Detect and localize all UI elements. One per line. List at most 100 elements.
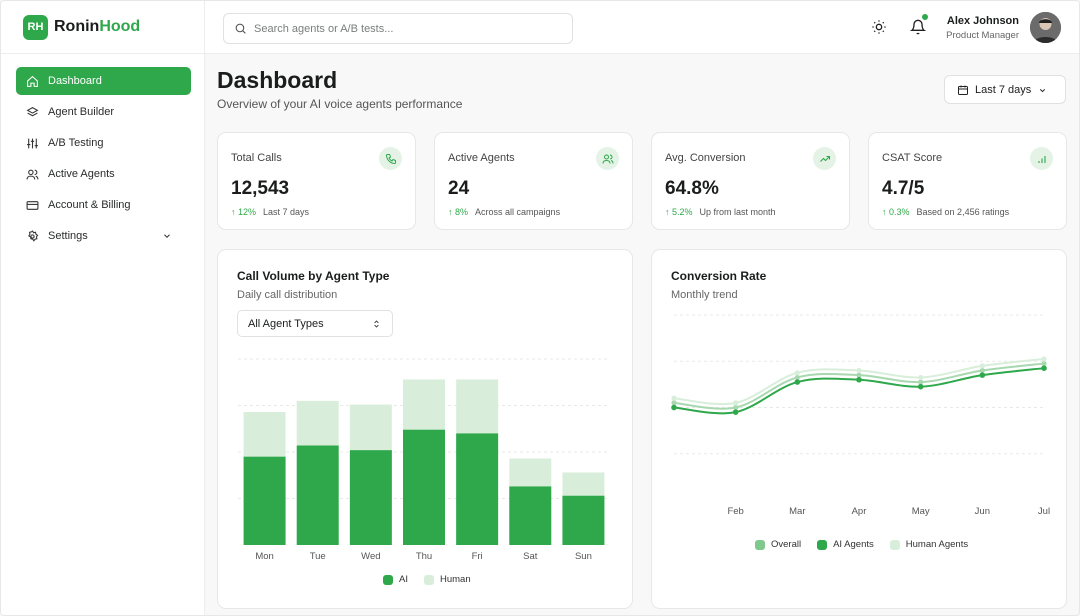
x-tick-label: May bbox=[912, 506, 930, 517]
users-icon bbox=[596, 147, 619, 170]
brand-name: RoninHood bbox=[54, 18, 140, 36]
delta-value: 5.2% bbox=[672, 207, 693, 217]
sidebar-item-active-agents[interactable]: Active Agents bbox=[16, 160, 191, 188]
call-volume-chart: Mon Tue Wed Thu Fri Sat Sun bbox=[238, 358, 610, 562]
sidebar-item-settings[interactable]: Settings bbox=[16, 222, 191, 250]
legend-item-ai-agents: AI Agents bbox=[817, 539, 874, 550]
bar-human bbox=[403, 379, 445, 430]
data-point bbox=[1041, 356, 1047, 362]
search-input[interactable] bbox=[254, 22, 554, 35]
stat-value: 4.7/5 bbox=[882, 178, 925, 199]
user-menu[interactable]: Alex Johnson Product Manager bbox=[946, 15, 1019, 41]
bar-human bbox=[349, 404, 392, 451]
notifications-button[interactable] bbox=[908, 14, 928, 37]
bar-ai bbox=[403, 429, 445, 545]
data-point bbox=[979, 363, 985, 369]
bar-ai bbox=[456, 433, 499, 545]
bar-chart-icon bbox=[1030, 147, 1053, 170]
search-box[interactable] bbox=[223, 13, 573, 44]
chevron-down-icon bbox=[1039, 89, 1046, 93]
delta-up: ↑ 0.3% bbox=[882, 207, 910, 217]
sidebar-item-label: Settings bbox=[48, 230, 88, 242]
sidebar-item-dashboard[interactable]: Dashboard bbox=[16, 67, 191, 95]
sidebar-item-label: Active Agents bbox=[48, 168, 115, 180]
data-point bbox=[918, 374, 924, 381]
data-point bbox=[979, 367, 985, 374]
legend-swatch bbox=[889, 539, 900, 550]
data-point bbox=[918, 379, 924, 385]
x-tick-label: Jul bbox=[1038, 506, 1050, 517]
stat-value: 24 bbox=[448, 178, 470, 199]
panel-title: Call Volume by Agent Type bbox=[237, 269, 390, 283]
legend-item-human: Human bbox=[423, 574, 471, 585]
legend-item-human-agents: Human Agents bbox=[889, 539, 968, 550]
legend-swatch bbox=[383, 574, 393, 585]
gear-icon bbox=[28, 229, 39, 242]
brand[interactable]: RH RoninHood bbox=[1, 1, 205, 54]
data-point bbox=[1041, 365, 1047, 371]
avatar[interactable] bbox=[1030, 12, 1061, 43]
notification-dot bbox=[922, 14, 928, 20]
stat-card-avg-conversion: Avg. Conversion 64.8% ↑ 5.2% Up from last… bbox=[651, 132, 850, 230]
stat-delta: ↑ 8% Across all campaigns bbox=[448, 207, 560, 217]
sidebar-item-account-billing[interactable]: Account & Billing bbox=[16, 191, 191, 219]
user-name: Alex Johnson bbox=[946, 15, 1019, 27]
up-down-icon bbox=[374, 320, 379, 328]
phone-icon bbox=[379, 147, 402, 170]
delta-up: ↑ 8% bbox=[448, 207, 469, 217]
credit-card-icon bbox=[26, 200, 39, 210]
legend-item-ai: AI bbox=[383, 574, 408, 585]
stat-delta: ↑ 12% Last 7 days bbox=[231, 207, 309, 217]
theme-toggle-button[interactable] bbox=[869, 17, 889, 37]
call-volume-panel: Call Volume by Agent Type Daily call dis… bbox=[217, 249, 633, 609]
data-point bbox=[794, 379, 801, 385]
legend-label: AI Agents bbox=[833, 539, 874, 550]
data-point bbox=[671, 400, 677, 406]
legend-label: AI bbox=[399, 574, 408, 585]
x-tick-label: Thu bbox=[416, 551, 432, 562]
bar-human bbox=[456, 379, 499, 434]
date-range-button[interactable]: Last 7 days bbox=[944, 75, 1066, 104]
stat-card-total-calls: Total Calls 12,543 ↑ 12% Last 7 days bbox=[217, 132, 416, 230]
legend-swatch bbox=[755, 539, 765, 550]
legend-swatch bbox=[817, 539, 828, 550]
stat-label: Avg. Conversion bbox=[665, 152, 746, 164]
logo-badge: RH bbox=[23, 14, 48, 40]
stat-delta: ↑ 5.2% Up from last month bbox=[665, 207, 776, 217]
sidebar-item-label: Dashboard bbox=[48, 75, 102, 87]
data-point bbox=[856, 376, 862, 383]
main-content: Dashboard Overview of your AI voice agen… bbox=[205, 54, 1079, 615]
sidebar-item-label: A/B Testing bbox=[48, 137, 104, 149]
sidebar-item-ab-testing[interactable]: A/B Testing bbox=[16, 129, 191, 157]
data-point bbox=[856, 367, 862, 374]
trend-up-icon bbox=[813, 147, 836, 170]
x-tick-label: Jun bbox=[975, 506, 990, 517]
brand-name-part1: Ronin bbox=[54, 18, 100, 35]
data-point bbox=[917, 383, 924, 390]
data-point bbox=[671, 404, 677, 411]
brand-name-part2: Hood bbox=[99, 18, 141, 35]
x-tick-label: Tue bbox=[310, 551, 326, 562]
delta-note: Up from last month bbox=[699, 207, 776, 217]
users-icon bbox=[26, 169, 39, 179]
data-point bbox=[732, 409, 739, 415]
home-icon bbox=[27, 75, 38, 87]
data-point bbox=[733, 400, 739, 406]
conversion-chart: Feb Mar Apr May Jun Jul bbox=[671, 314, 1050, 517]
bar-human bbox=[296, 400, 339, 446]
bar-human bbox=[243, 412, 286, 457]
data-point bbox=[979, 372, 986, 378]
sidebar-item-agent-builder[interactable]: Agent Builder bbox=[16, 98, 191, 126]
data-point bbox=[794, 370, 800, 376]
data-point bbox=[794, 374, 800, 381]
data-point bbox=[1041, 360, 1047, 367]
calendar-icon bbox=[958, 85, 968, 95]
agent-type-select[interactable]: All Agent Types bbox=[237, 310, 393, 337]
bell-icon bbox=[910, 19, 926, 35]
x-tick-label: Sun bbox=[575, 551, 592, 562]
bar-legend: AI Human bbox=[383, 574, 487, 585]
x-tick-label: Sat bbox=[523, 551, 538, 562]
delta-value: 8% bbox=[455, 207, 469, 217]
x-tick-label: Mon bbox=[255, 551, 273, 562]
delta-note: Last 7 days bbox=[263, 207, 310, 217]
